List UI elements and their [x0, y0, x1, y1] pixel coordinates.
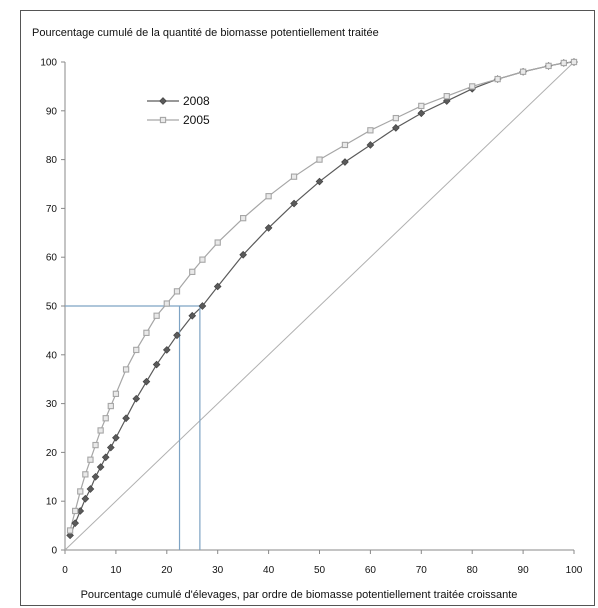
data-point-2005: [469, 83, 476, 90]
y-tick-label: 20: [46, 448, 58, 459]
data-point-2008: [173, 331, 181, 340]
data-point-2008: [341, 158, 349, 166]
data-point-2005: [87, 456, 94, 463]
x-tick-label: 60: [365, 565, 377, 576]
data-point-2008: [198, 302, 207, 310]
data-point-2005: [367, 127, 374, 134]
y-tick-label: 40: [46, 350, 58, 361]
data-point-2005: [77, 488, 84, 495]
x-tick-label: 40: [263, 565, 275, 576]
data-point-2005: [214, 239, 221, 246]
data-point-2005: [153, 312, 160, 319]
data-point-2005: [240, 215, 247, 222]
data-point-2005: [107, 402, 114, 410]
data-point-2008: [152, 360, 161, 369]
x-tick-label: 0: [62, 565, 68, 576]
data-point-2005: [570, 58, 578, 66]
data-point-2008: [122, 414, 130, 423]
x-tick-label: 50: [314, 565, 326, 576]
data-point-2005: [102, 415, 109, 422]
equality-line: [64, 61, 575, 551]
data-point-2005: [392, 114, 399, 122]
data-point-2008: [417, 109, 426, 118]
data-point-2008: [264, 224, 273, 232]
series-markers: [66, 58, 578, 540]
y-tick-label: 80: [46, 155, 58, 166]
data-point-2005: [316, 156, 323, 163]
data-point-2008: [290, 199, 298, 208]
data-point-2005: [163, 300, 170, 307]
y-tick-label: 30: [46, 399, 58, 410]
data-point-2008: [239, 250, 247, 259]
data-point-2008: [213, 282, 222, 291]
legend-marker-2005: [159, 116, 167, 124]
data-point-2008: [86, 485, 95, 493]
data-point-2005: [418, 102, 425, 110]
data-point-2005: [97, 427, 104, 434]
legend: 2008 2005: [147, 94, 210, 127]
legend-marker-2008: [159, 97, 167, 105]
x-tick-label: 100: [566, 565, 583, 576]
series-lines: [64, 61, 575, 551]
data-point-2008: [188, 311, 197, 320]
data-point-2005: [189, 268, 196, 275]
data-point-2008: [112, 433, 120, 442]
data-point-2008: [392, 124, 400, 132]
tick-labels: 0 10 20 30 40 50 60 70 80 90 100 0 10 20 30 40 50 60 70 80 9…: [40, 58, 582, 577]
data-point-2008: [142, 377, 151, 386]
data-point-2005: [133, 346, 140, 354]
series-line-2008: [69, 61, 575, 536]
y-axis-title: Pourcentage cumulé de la quantité de bio…: [32, 27, 379, 39]
x-tick-label: 10: [110, 565, 122, 576]
data-point-2005: [494, 75, 501, 83]
y-tick-label: 70: [46, 204, 58, 215]
data-point-2008: [106, 443, 115, 452]
data-point-2008: [315, 177, 324, 186]
data-point-2005: [545, 62, 552, 70]
data-point-2005: [143, 329, 150, 336]
x-axis-title: Pourcentage cumulé d'élevages, par ordre…: [80, 589, 518, 601]
data-point-2008: [66, 531, 74, 540]
x-tick-label: 90: [518, 565, 530, 576]
y-tick-label: 90: [46, 106, 58, 117]
data-point-2008: [71, 519, 80, 527]
y-tick-label: 60: [46, 253, 58, 264]
x-tick-label: 80: [467, 565, 479, 576]
data-point-2005: [341, 141, 349, 149]
data-point-2005: [82, 471, 89, 478]
data-point-2008: [101, 453, 110, 462]
y-tick-label: 0: [51, 546, 57, 557]
data-point-2005: [92, 441, 99, 449]
data-point-2005: [265, 193, 272, 200]
data-point-2005: [519, 68, 527, 75]
reference-lines: [65, 305, 201, 550]
chart-frame: [20, 10, 595, 606]
data-point-2008: [366, 141, 375, 149]
data-point-2005: [66, 527, 74, 534]
data-point-2008: [162, 346, 171, 354]
data-point-2005: [290, 173, 298, 180]
x-tick-label: 30: [212, 565, 224, 576]
legend-label-2008: 2008: [183, 94, 210, 108]
data-point-2005: [443, 93, 450, 100]
data-point-2005: [122, 366, 130, 373]
data-point-2005: [173, 288, 181, 295]
data-point-2005: [560, 59, 567, 67]
data-point-2005: [199, 256, 206, 263]
x-tick-label: 20: [161, 565, 173, 576]
y-tick-label: 50: [46, 302, 58, 313]
x-tick-label: 70: [416, 565, 428, 576]
series-line-2005: [69, 61, 575, 531]
data-point-2005: [72, 507, 79, 515]
data-point-2008: [91, 472, 100, 481]
data-point-2008: [132, 394, 141, 403]
legend-label-2005: 2005: [183, 113, 210, 127]
data-point-2008: [96, 463, 105, 471]
data-point-2008: [81, 494, 90, 503]
y-tick-label: 10: [46, 497, 58, 508]
data-point-2005: [112, 390, 120, 397]
y-tick-label: 100: [40, 58, 57, 69]
data-point-2008: [442, 97, 451, 105]
